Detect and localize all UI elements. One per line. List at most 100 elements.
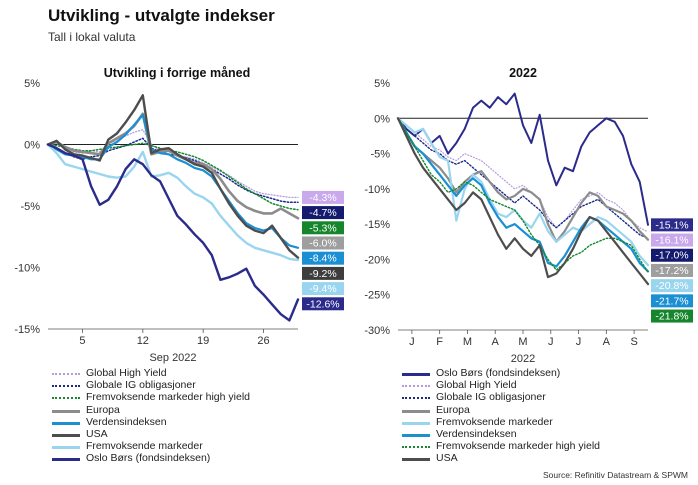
right-end-label-bg	[651, 248, 693, 262]
right-series-world	[396, 117, 650, 273]
left-end-label-text: -4.3%	[309, 192, 336, 204]
page-subtitle: Tall i lokal valuta	[48, 30, 136, 44]
left-end-label-bg	[302, 236, 344, 250]
left-end-label-bg	[302, 221, 344, 235]
right-y-tick-label: 5%	[374, 78, 390, 90]
legend-swatch	[402, 433, 430, 437]
right-end-label: -21.8%	[651, 309, 693, 323]
right-x-tick-label: J	[548, 336, 554, 348]
left-plot: 5% 0% -5% -10% -15% 5 12 19 26 Sep 2022 -4.3% -4.7%…	[14, 78, 344, 364]
left-y-tick-label: 0%	[24, 140, 40, 152]
right-end-label: -17.2%	[651, 263, 693, 277]
left-end-label-bg	[302, 190, 344, 204]
right-end-label-text: -17.2%	[655, 265, 688, 277]
right-end-label-bg	[651, 279, 693, 293]
right-end-label-text: -17.0%	[655, 250, 688, 262]
left-x-tick-label: 19	[197, 335, 209, 347]
left-end-label-text: -5.3%	[309, 222, 336, 234]
right-y-tick-label: -10%	[364, 184, 390, 196]
left-end-label-bg	[302, 297, 344, 311]
right-x-tick-label: M	[463, 336, 472, 348]
right-end-label-text: -16.1%	[655, 235, 688, 247]
left-series-em	[46, 143, 300, 262]
legend-swatch	[52, 373, 80, 375]
legend-swatch	[52, 433, 80, 437]
right-series-eu	[396, 117, 650, 243]
right-y-tick-label: -15%	[364, 219, 390, 231]
left-series-osebx	[46, 143, 300, 322]
legend-swatch	[52, 385, 80, 388]
right-x-tick-label: F	[436, 336, 443, 348]
right-x-tick-label: M	[518, 336, 527, 348]
right-end-label: -20.8%	[651, 279, 693, 293]
legend-label: Europa	[86, 403, 120, 416]
left-series-ghy	[47, 129, 299, 199]
left-end-label: -5.3%	[302, 221, 344, 235]
left-end-label-bg	[302, 251, 344, 265]
right-y-tick-label: -30%	[364, 325, 390, 337]
right-series-osebx	[397, 92, 649, 226]
right-series-emhy	[397, 117, 649, 273]
right-plot: 5% 0% -5% -10% -15% -20% -25% -30% J F M A M J J A S 2022…	[364, 78, 693, 365]
left-end-label-text: -12.6%	[306, 298, 339, 310]
left-end-label-bg	[302, 282, 344, 296]
right-series-em	[396, 117, 650, 267]
legend-swatch	[52, 446, 80, 450]
legend-swatch	[402, 373, 430, 376]
legend-label: Global High Yield	[86, 367, 167, 379]
left-x-axis-label: Sep 2022	[149, 352, 196, 364]
left-end-label: -9.4%	[302, 282, 344, 296]
legend-label: USA	[86, 427, 108, 440]
source-note: Source: Refinitiv Datastream & SPWM	[542, 470, 688, 480]
left-y-tick-label: 5%	[24, 78, 40, 90]
left-x-tick-label: 5	[79, 335, 85, 347]
legend-label: USA	[436, 452, 458, 465]
right-x-tick-label: A	[492, 336, 500, 348]
legend-label: Verdensindeksen	[436, 427, 517, 440]
legend-swatch	[52, 409, 80, 413]
legend-swatch	[52, 397, 80, 400]
left-end-label: -4.3%	[302, 190, 344, 204]
left-end-label: -8.4%	[302, 251, 344, 265]
right-end-label-text: -21.8%	[655, 311, 688, 323]
left-series-emhy	[47, 142, 299, 211]
right-end-label-text: -21.7%	[655, 295, 688, 307]
left-y-tick-label: -10%	[14, 263, 40, 275]
right-y-tick-label: -5%	[370, 149, 390, 161]
right-x-tick-label: A	[603, 336, 611, 348]
left-series-ig	[47, 137, 299, 204]
right-series-usa	[396, 117, 650, 286]
legend-label: Fremvoksende markeder	[436, 415, 553, 428]
right-end-label-text: -15.1%	[655, 219, 688, 231]
legend-label: Fremvoksende markeder high yield	[86, 391, 250, 404]
right-chart-title: 2022	[509, 66, 537, 80]
left-end-label: -9.2%	[302, 266, 344, 280]
page-title: Utvikling - utvalgte indekser	[48, 6, 275, 25]
left-x-tick-label: 26	[257, 335, 269, 347]
legend-swatch	[52, 458, 80, 462]
right-y-tick-label: -20%	[364, 254, 390, 266]
legend-label: Fremvoksende markeder high yield	[436, 440, 600, 453]
left-end-label: -12.6%	[302, 297, 344, 311]
right-x-tick-label: J	[409, 336, 415, 348]
left-end-label: -6.0%	[302, 236, 344, 250]
legend-label: Globale IG obligasjoner	[436, 391, 546, 404]
legend-label: Fremvoksende markeder	[86, 440, 203, 453]
right-end-label-bg	[651, 294, 693, 308]
right-end-label: -21.7%	[651, 294, 693, 308]
right-end-label: -15.1%	[651, 218, 693, 232]
legend-swatch	[402, 409, 430, 413]
right-end-label: -17.0%	[651, 248, 693, 262]
left-end-label-text: -6.0%	[309, 237, 336, 249]
right-x-axis-label: 2022	[511, 353, 535, 365]
left-x-tick-label: 12	[137, 335, 149, 347]
left-end-label-text: -8.4%	[309, 253, 336, 265]
legend-label: Oslo Børs (fondsindeksen)	[86, 452, 211, 465]
right-end-label-bg	[651, 263, 693, 277]
left-end-label-text: -9.2%	[309, 268, 336, 280]
legend-label: Verdensindeksen	[86, 415, 167, 428]
right-y-tick-label: -25%	[364, 290, 390, 302]
right-series-ig	[397, 117, 649, 240]
left-series-usa	[46, 94, 300, 259]
legend-swatch	[402, 397, 430, 400]
